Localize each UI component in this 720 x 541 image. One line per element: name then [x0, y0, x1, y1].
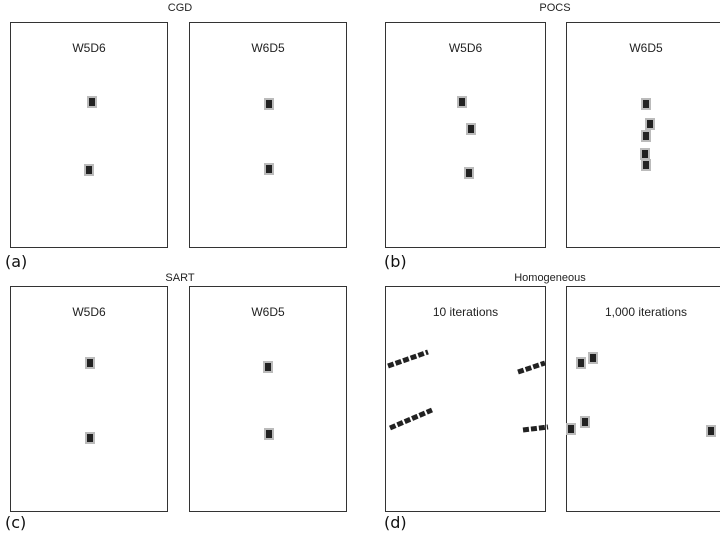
spot	[643, 100, 649, 108]
spot	[578, 359, 584, 367]
spot	[87, 434, 93, 442]
spot	[89, 98, 95, 106]
streak	[518, 363, 545, 372]
reconstruction-spots	[0, 0, 720, 541]
streak	[388, 352, 428, 366]
spot	[590, 354, 596, 362]
spot	[582, 418, 588, 426]
spot	[87, 359, 93, 367]
spot	[708, 427, 714, 435]
spot	[459, 98, 465, 106]
spot	[265, 363, 271, 371]
figure: CGD(a)W5D6W6D5POCS(b)W5D6W6D5SART(c)W5D6…	[0, 0, 720, 541]
spot	[643, 161, 649, 169]
spot	[86, 166, 92, 174]
spot	[643, 132, 649, 140]
spot	[466, 169, 472, 177]
spot	[266, 100, 272, 108]
spot	[568, 425, 574, 433]
spot	[642, 150, 648, 158]
spot	[266, 430, 272, 438]
streak	[523, 427, 548, 430]
spot	[647, 120, 653, 128]
streak	[390, 410, 432, 428]
spot	[468, 125, 474, 133]
spot	[266, 165, 272, 173]
